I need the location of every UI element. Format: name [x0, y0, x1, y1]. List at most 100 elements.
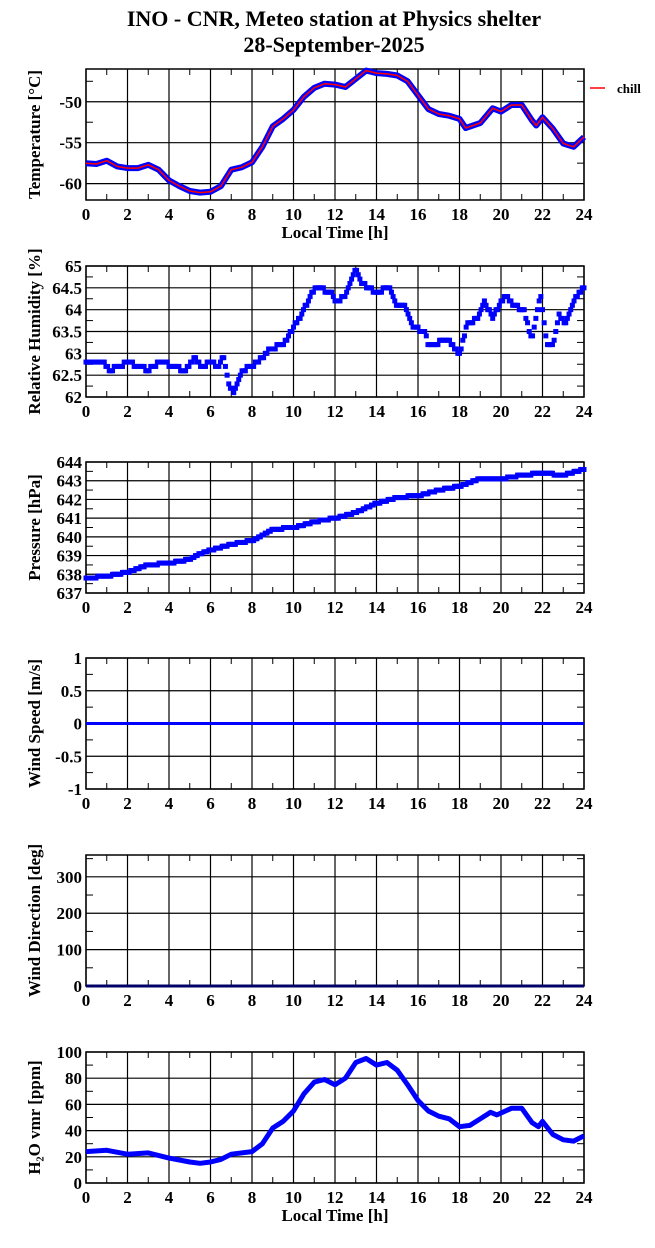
data-point — [491, 311, 497, 317]
y-tick-label: 100 — [57, 941, 83, 960]
data-point — [388, 289, 394, 295]
chart-title: INO - CNR, Meteo station at Physics shel… — [127, 6, 541, 31]
data-point — [402, 302, 408, 308]
x-tick-label: 18 — [451, 991, 468, 1010]
x-tick-label: 24 — [576, 1188, 594, 1207]
x-tick-label: 4 — [165, 794, 174, 813]
data-point — [357, 276, 363, 282]
data-point — [569, 302, 575, 308]
x-tick-label: 18 — [451, 598, 468, 617]
y-axis-label: Wind Speed [m/s] — [25, 659, 44, 788]
x-tick-label: 16 — [410, 1188, 427, 1207]
x-tick-label: 14 — [368, 598, 386, 617]
x-tick-label: 12 — [327, 205, 344, 224]
data-point — [272, 346, 278, 352]
data-point — [176, 363, 182, 369]
data-point — [563, 320, 569, 326]
y-tick-label: 80 — [65, 1069, 82, 1088]
data-point — [458, 346, 464, 352]
x-tick-label: 0 — [82, 794, 91, 813]
data-point — [183, 368, 189, 374]
data-point — [305, 298, 311, 304]
y-tick-label: -50 — [59, 93, 82, 112]
x-tick-label: 4 — [165, 1188, 174, 1207]
y-tick-label: -55 — [59, 134, 82, 153]
series-pressure — [83, 466, 587, 581]
data-point — [564, 315, 570, 321]
x-tick-label: 0 — [82, 1188, 91, 1207]
data-point — [217, 359, 223, 365]
series-temperature — [85, 67, 587, 196]
y-tick-label: 60 — [65, 1095, 82, 1114]
x-axis-label: Local Time [h] — [281, 1206, 388, 1225]
data-point — [478, 307, 484, 313]
data-point — [231, 390, 237, 396]
data-point — [129, 359, 135, 365]
x-tick-label: 24 — [576, 991, 594, 1010]
x-tick-label: 10 — [285, 402, 302, 421]
y-tick-label: -1 — [68, 780, 82, 799]
data-point — [261, 355, 267, 361]
x-tick-label: 2 — [123, 205, 132, 224]
data-point — [525, 320, 531, 326]
data-point — [453, 346, 459, 352]
x-tick-label: 10 — [285, 794, 302, 813]
y-axis-label: Temperature [°C] — [25, 70, 44, 199]
y-axis-label: Pressure [hPa] — [25, 474, 44, 581]
data-point — [330, 294, 336, 300]
x-tick-label: 16 — [410, 205, 427, 224]
data-point — [540, 307, 545, 313]
data-point — [470, 320, 476, 326]
x-tick-label: 8 — [248, 598, 257, 617]
data-point — [347, 280, 353, 286]
data-point — [229, 385, 235, 391]
data-point — [387, 285, 393, 291]
data-point — [486, 307, 492, 313]
data-point — [193, 355, 199, 361]
data-point — [221, 355, 227, 361]
data-point — [354, 267, 360, 273]
data-point — [297, 315, 303, 321]
y-tick-label: 40 — [65, 1122, 82, 1141]
data-point — [222, 363, 228, 369]
data-point — [369, 285, 375, 291]
y-tick-label: 64 — [65, 301, 83, 320]
data-point — [515, 302, 521, 308]
x-tick-label: 2 — [123, 991, 132, 1010]
data-point — [568, 307, 574, 313]
data-point — [447, 337, 453, 343]
y-tick-label: 0 — [74, 1174, 83, 1193]
x-tick-label: 18 — [451, 402, 468, 421]
series-line — [85, 1056, 586, 1166]
data-point — [226, 381, 232, 387]
y-axis-label: Relative Humidity [%] — [25, 248, 44, 414]
x-tick-label: 4 — [165, 598, 174, 617]
data-point — [256, 359, 262, 365]
data-point — [120, 363, 126, 369]
series-h2o-vmr — [85, 1056, 586, 1166]
x-tick-label: 14 — [368, 402, 386, 421]
y-tick-label: 638 — [57, 565, 83, 584]
x-tick-label: 16 — [410, 598, 427, 617]
data-point — [211, 359, 217, 365]
plot-frame — [85, 68, 585, 201]
data-point — [461, 333, 467, 339]
plot-frame — [85, 265, 585, 398]
data-point — [237, 372, 243, 378]
data-point — [186, 363, 192, 369]
panel-temperature: 0 2 4 6 8 10 12 14 16 18 20 22 24-60-55-50Temperatur… — [25, 67, 593, 242]
data-point — [521, 307, 527, 313]
data-point — [307, 294, 313, 300]
data-point — [203, 363, 209, 369]
data-point — [234, 381, 240, 387]
data-point — [405, 311, 411, 317]
x-tick-label: 4 — [165, 205, 174, 224]
x-tick-label: 18 — [451, 205, 468, 224]
x-tick-label: 6 — [206, 991, 215, 1010]
y-tick-label: 63.5 — [52, 323, 82, 342]
x-tick-label: 14 — [368, 205, 386, 224]
data-point — [337, 298, 343, 304]
x-tick-label: 22 — [534, 598, 551, 617]
x-tick-label: 20 — [493, 1188, 510, 1207]
data-point — [496, 302, 502, 308]
